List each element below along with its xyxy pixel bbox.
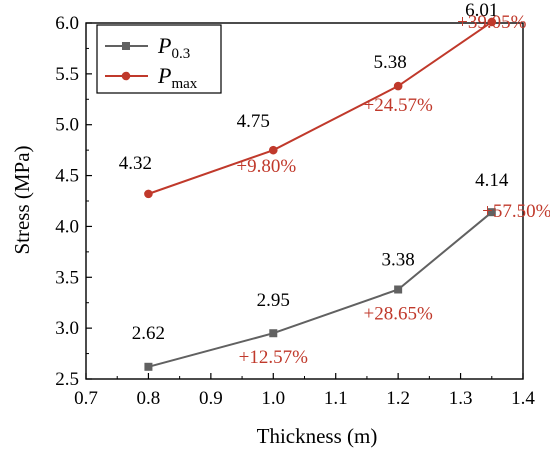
value-label: 4.32 [119,153,152,174]
y-tick-label: 5.5 [55,64,79,85]
y-tick-label: 4.0 [55,216,79,237]
series-line-max [148,21,493,195]
x-tick-label: 1.0 [261,388,285,409]
legend-marker [122,42,130,50]
increase-label: +9.80% [236,156,296,177]
value-label: 5.38 [374,52,407,73]
data-point [269,329,278,338]
x-tick-label: 1.3 [449,388,473,409]
x-axis-title: Thickness (m) [257,424,378,448]
x-tick-label: 1.2 [386,388,410,409]
y-axis-title: Stress (MPa) [10,145,34,254]
data-point [487,208,496,217]
y-tick-label: 3.0 [55,318,79,339]
x-tick-label: 0.9 [199,388,223,409]
value-label: 2.95 [257,290,290,311]
legend-label: P0.3 [157,33,190,62]
data-point [487,17,497,27]
y-tick-label: 5.0 [55,115,79,136]
legend-marker [121,71,131,81]
increase-label: +57.50% [482,201,550,222]
value-label: 4.75 [237,111,270,132]
increase-label: +24.57% [363,95,432,116]
value-label: 2.62 [132,323,165,344]
series-line-0.3 [148,211,493,368]
y-tick-label: 6.0 [55,13,79,34]
value-label: 6.01 [465,0,498,21]
y-tick-label: 4.5 [55,166,79,187]
increase-label: +28.65% [363,303,432,324]
legend-label: Pmax [157,63,198,92]
data-point [268,145,278,155]
x-tick-label: 1.4 [511,388,535,409]
data-point [394,285,403,294]
y-tick-label: 2.5 [55,369,79,390]
increase-label: +39.05% [457,12,526,33]
data-point [144,362,153,371]
x-tick-label: 0.8 [137,388,161,409]
series-layer [144,17,497,371]
data-point [393,81,403,91]
increase-label: +12.57% [239,347,308,368]
legend-box [96,24,222,94]
data-point [144,189,153,199]
y-tick-label: 3.5 [55,267,79,288]
labels-layer: 2.62 2.95 3.38 4.14 +12.57% +28.65% +57.50% 4.3… [119,0,550,368]
ticks: 0.7 0.8 0.9 1.0 1.1 1.2 1.3 1.4 2.5 3.0 3.5 4.0 4.5 5… [55,13,535,409]
value-label: 3.38 [382,249,415,270]
value-label: 4.14 [475,170,509,191]
x-tick-label: 1.1 [324,388,348,409]
x-tick-label: 0.7 [74,388,98,409]
